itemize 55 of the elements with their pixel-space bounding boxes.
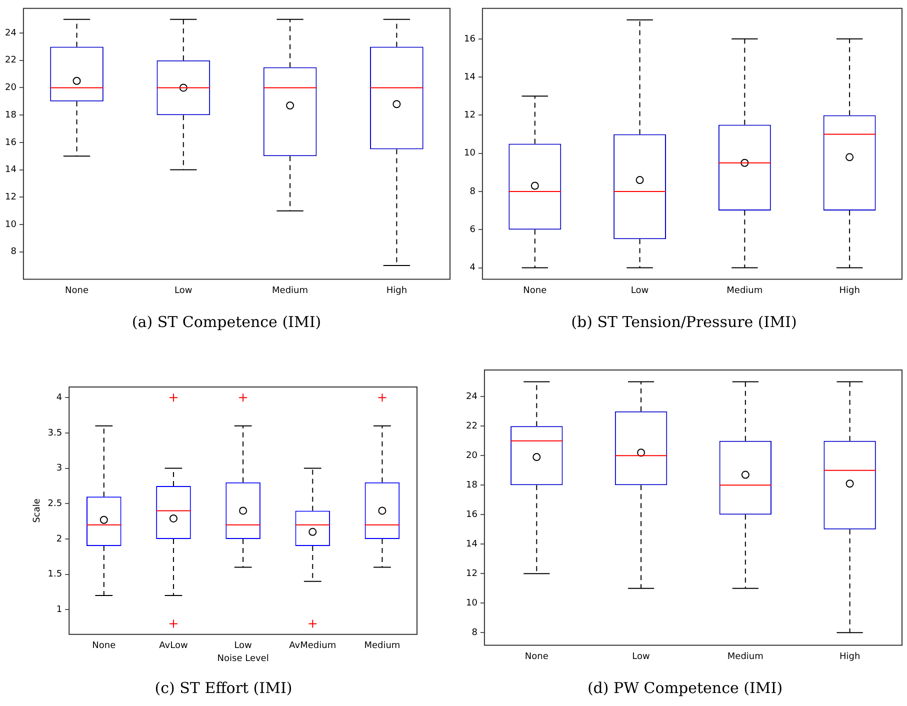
x-tick-label: None (524, 652, 549, 662)
y-tick-label: 1.5 (48, 570, 62, 580)
x-tick-label: Medium (364, 641, 400, 652)
y-tick-label: 16 (5, 138, 17, 148)
y-tick-label: 22 (466, 421, 478, 432)
x-tick-label: None (92, 641, 116, 652)
y-tick-label: 14 (464, 72, 476, 82)
x-tick-label: High (839, 286, 860, 296)
x-tick-label: Medium (272, 286, 308, 296)
x-tick-label: High (839, 652, 860, 662)
x-tick-label: None (65, 286, 89, 296)
y-tick-label: 12 (5, 192, 16, 202)
x-axis-title: Noise Level (217, 654, 269, 664)
y-tick-label: 16 (464, 34, 476, 44)
y-tick-label: 8 (470, 186, 476, 197)
y-tick-label: 14 (5, 165, 17, 176)
y-tick-label: 3.5 (48, 428, 62, 438)
y-tick-label: 10 (466, 598, 478, 608)
x-tick-label: Low (630, 286, 649, 296)
x-tick-label: Medium (726, 286, 763, 296)
y-tick-label: 2 (56, 534, 62, 544)
y-tick-label: 24 (466, 392, 478, 402)
x-tick-label: Medium (727, 652, 764, 662)
y-tick-label: 6 (470, 224, 476, 235)
y-tick-label: 4 (56, 392, 62, 403)
y-tick-label: 16 (466, 510, 478, 520)
y-tick-label: 10 (464, 148, 476, 159)
x-tick-label: Low (632, 652, 650, 662)
y-tick-label: 10 (5, 220, 17, 230)
y-tick-label: 8 (472, 628, 478, 638)
x-tick-label: AvMedium (289, 641, 336, 652)
text: (c) ST Effort (IMI) (154, 678, 292, 697)
x-tick-label: AvLow (159, 641, 188, 652)
text: (d) PW Competence (IMI) (587, 678, 783, 697)
y-tick-label: 22 (5, 56, 16, 66)
y-tick-label: 20 (466, 450, 478, 461)
y-tick-label: 2.5 (48, 498, 62, 509)
y-tick-label: 20 (5, 83, 17, 94)
y-tick-label: 12 (464, 110, 476, 121)
x-tick-label: High (386, 286, 408, 296)
x-tick-label: None (523, 286, 548, 296)
x-tick-label: Low (174, 286, 192, 296)
x-tick-label: Low (234, 641, 252, 652)
y-tick-label: 18 (466, 480, 478, 490)
y-tick-label: 18 (5, 110, 17, 120)
text: (b) ST Tension/Pressure (IMI) (571, 312, 797, 331)
y-axis-title: Scale (32, 498, 43, 523)
y-tick-label: 12 (466, 568, 478, 579)
y-tick-label: 24 (5, 28, 17, 38)
y-tick-label: 4 (470, 263, 476, 274)
y-tick-label: 1 (56, 605, 62, 616)
y-tick-label: 8 (10, 247, 17, 258)
y-tick-label: 3 (56, 464, 62, 474)
y-tick-label: 14 (466, 539, 478, 550)
text: (a) ST Competence (IMI) (132, 312, 322, 331)
